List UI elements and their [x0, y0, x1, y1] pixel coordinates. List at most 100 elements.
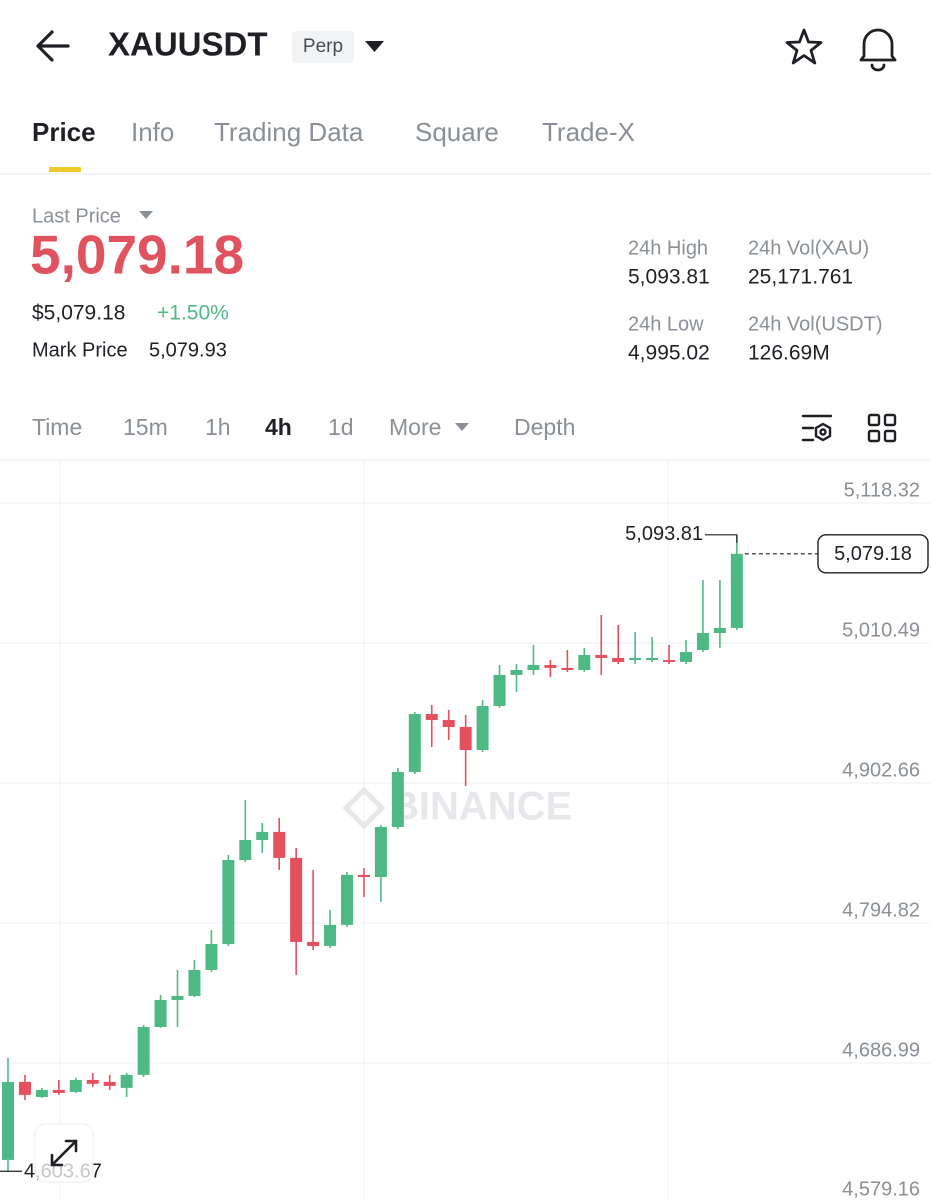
- candle-body: [561, 667, 574, 671]
- tabs: Price Info Trading Data Square Trade-X: [32, 117, 635, 147]
- tab[interactable]: Info: [131, 117, 174, 147]
- candle-body: [425, 714, 438, 721]
- back-arrow: [36, 30, 70, 62]
- candle-body: [730, 553, 743, 628]
- candle-body: [35, 1089, 48, 1097]
- candle-body: [476, 705, 489, 750]
- watermark-logo: [342, 786, 386, 830]
- interval[interactable]: 15m: [123, 414, 168, 440]
- y-tick-label: 4,579.16: [842, 1178, 920, 1200]
- y-tick-label: 4,686.99: [842, 1039, 920, 1061]
- interval[interactable]: Depth: [514, 414, 575, 440]
- candle-body: [442, 720, 455, 728]
- indicator-hex: [814, 422, 832, 442]
- layout-cell: [867, 413, 881, 427]
- candle-body: [239, 839, 252, 860]
- candle-body: [629, 657, 642, 661]
- y-tick-label: 4,902.66: [842, 759, 920, 781]
- usd-price: $5,079.18: [32, 302, 125, 325]
- badge: Perp: [303, 36, 343, 57]
- candle-body: [696, 633, 709, 651]
- candle-body: [357, 874, 370, 877]
- candle-body: [493, 674, 506, 706]
- candle-body: [103, 1081, 116, 1086]
- candle-body: [290, 857, 303, 942]
- stat-label: 24h High: [628, 237, 708, 259]
- stat-label: 24h Low: [628, 313, 704, 335]
- layout-cell: [867, 429, 881, 443]
- candle-body: [205, 943, 218, 970]
- candles: [2, 534, 743, 1172]
- candle-body: [527, 664, 540, 671]
- last-price-label: 5,079.18: [834, 543, 912, 565]
- tab[interactable]: Price: [32, 117, 96, 147]
- candle-body: [171, 995, 184, 1000]
- more-dropdown[interactable]: [455, 423, 469, 431]
- candle-body: [374, 827, 387, 877]
- markers: 5,093.814,603.675,079.18: [0, 523, 929, 1183]
- high-marker-line: [705, 534, 738, 543]
- candle-body: [408, 714, 421, 772]
- candle-body: [459, 727, 472, 750]
- stats: 24h High 5,093.81 24h Vol(XAU) 25,171.761 24…: [628, 237, 883, 364]
- stat-label: 24h Vol(XAU): [748, 237, 869, 259]
- mark-price: 5,079.93: [149, 339, 227, 361]
- stat-value: 5,093.81: [628, 266, 710, 289]
- interval[interactable]: 1d: [328, 414, 354, 440]
- alert-icon[interactable]: [859, 28, 897, 72]
- symbol-dropdown[interactable]: [365, 41, 384, 52]
- tab[interactable]: Trading Data: [214, 117, 364, 147]
- tab[interactable]: Square: [415, 117, 499, 147]
- tab-indicator: [49, 167, 81, 172]
- candle-body: [510, 670, 523, 675]
- bell: [859, 28, 897, 62]
- interval[interactable]: Time: [32, 414, 82, 440]
- last-price-box: [817, 534, 929, 574]
- candle-body: [341, 874, 353, 925]
- fullscreen-icon: [50, 1139, 78, 1167]
- candle-body: [713, 627, 726, 634]
- y-tick-label: 5,010.49: [842, 619, 920, 641]
- watermark: BINANCE: [390, 785, 572, 829]
- symbol: XAUUSDT: [108, 26, 268, 63]
- y-tick-label: 5,118.32: [844, 479, 920, 501]
- layout-cell: [883, 413, 897, 427]
- price-change: +1.50%: [157, 302, 229, 325]
- candle-body: [18, 1081, 31, 1095]
- candle-body: [324, 924, 337, 946]
- last-price: 5,079.18: [30, 224, 244, 286]
- candle-body: [120, 1074, 133, 1088]
- candle-body: [137, 1026, 150, 1075]
- indicator-icon[interactable]: [801, 414, 833, 442]
- fullscreen-button[interactable]: [34, 1123, 94, 1183]
- interval[interactable]: More: [389, 414, 441, 440]
- last-price-dropdown[interactable]: [139, 211, 153, 219]
- candle-body: [69, 1079, 82, 1092]
- candle-body: [680, 651, 692, 662]
- candle-body: [578, 654, 591, 671]
- candle-body: [663, 660, 676, 662]
- layout-icon[interactable]: [867, 413, 897, 443]
- candle-body: [188, 969, 201, 996]
- y-tick-label: 4,794.82: [842, 899, 920, 921]
- candle-body: [307, 941, 320, 946]
- candle-body: [256, 831, 269, 840]
- interval[interactable]: 4h: [265, 414, 292, 440]
- indicator-dot: [819, 428, 827, 436]
- candle-body: [544, 664, 557, 668]
- candle-body: [391, 771, 404, 828]
- interval[interactable]: 1h: [205, 414, 231, 440]
- candle-body: [646, 657, 659, 661]
- watermark-diamond: [342, 786, 386, 830]
- bell-clapper: [870, 63, 886, 72]
- tab[interactable]: Trade-X: [542, 117, 635, 147]
- high-marker-label: 5,093.81: [625, 523, 703, 545]
- back-button[interactable]: [36, 30, 70, 62]
- indicator-lines: [801, 414, 833, 442]
- candle-body: [612, 657, 625, 662]
- grid: 5,118.32 5,010.49 4,902.66 4,794.82 4,686.99…: [0, 479, 931, 1200]
- favorite-icon[interactable]: [785, 28, 823, 65]
- layout-cell: [883, 429, 897, 443]
